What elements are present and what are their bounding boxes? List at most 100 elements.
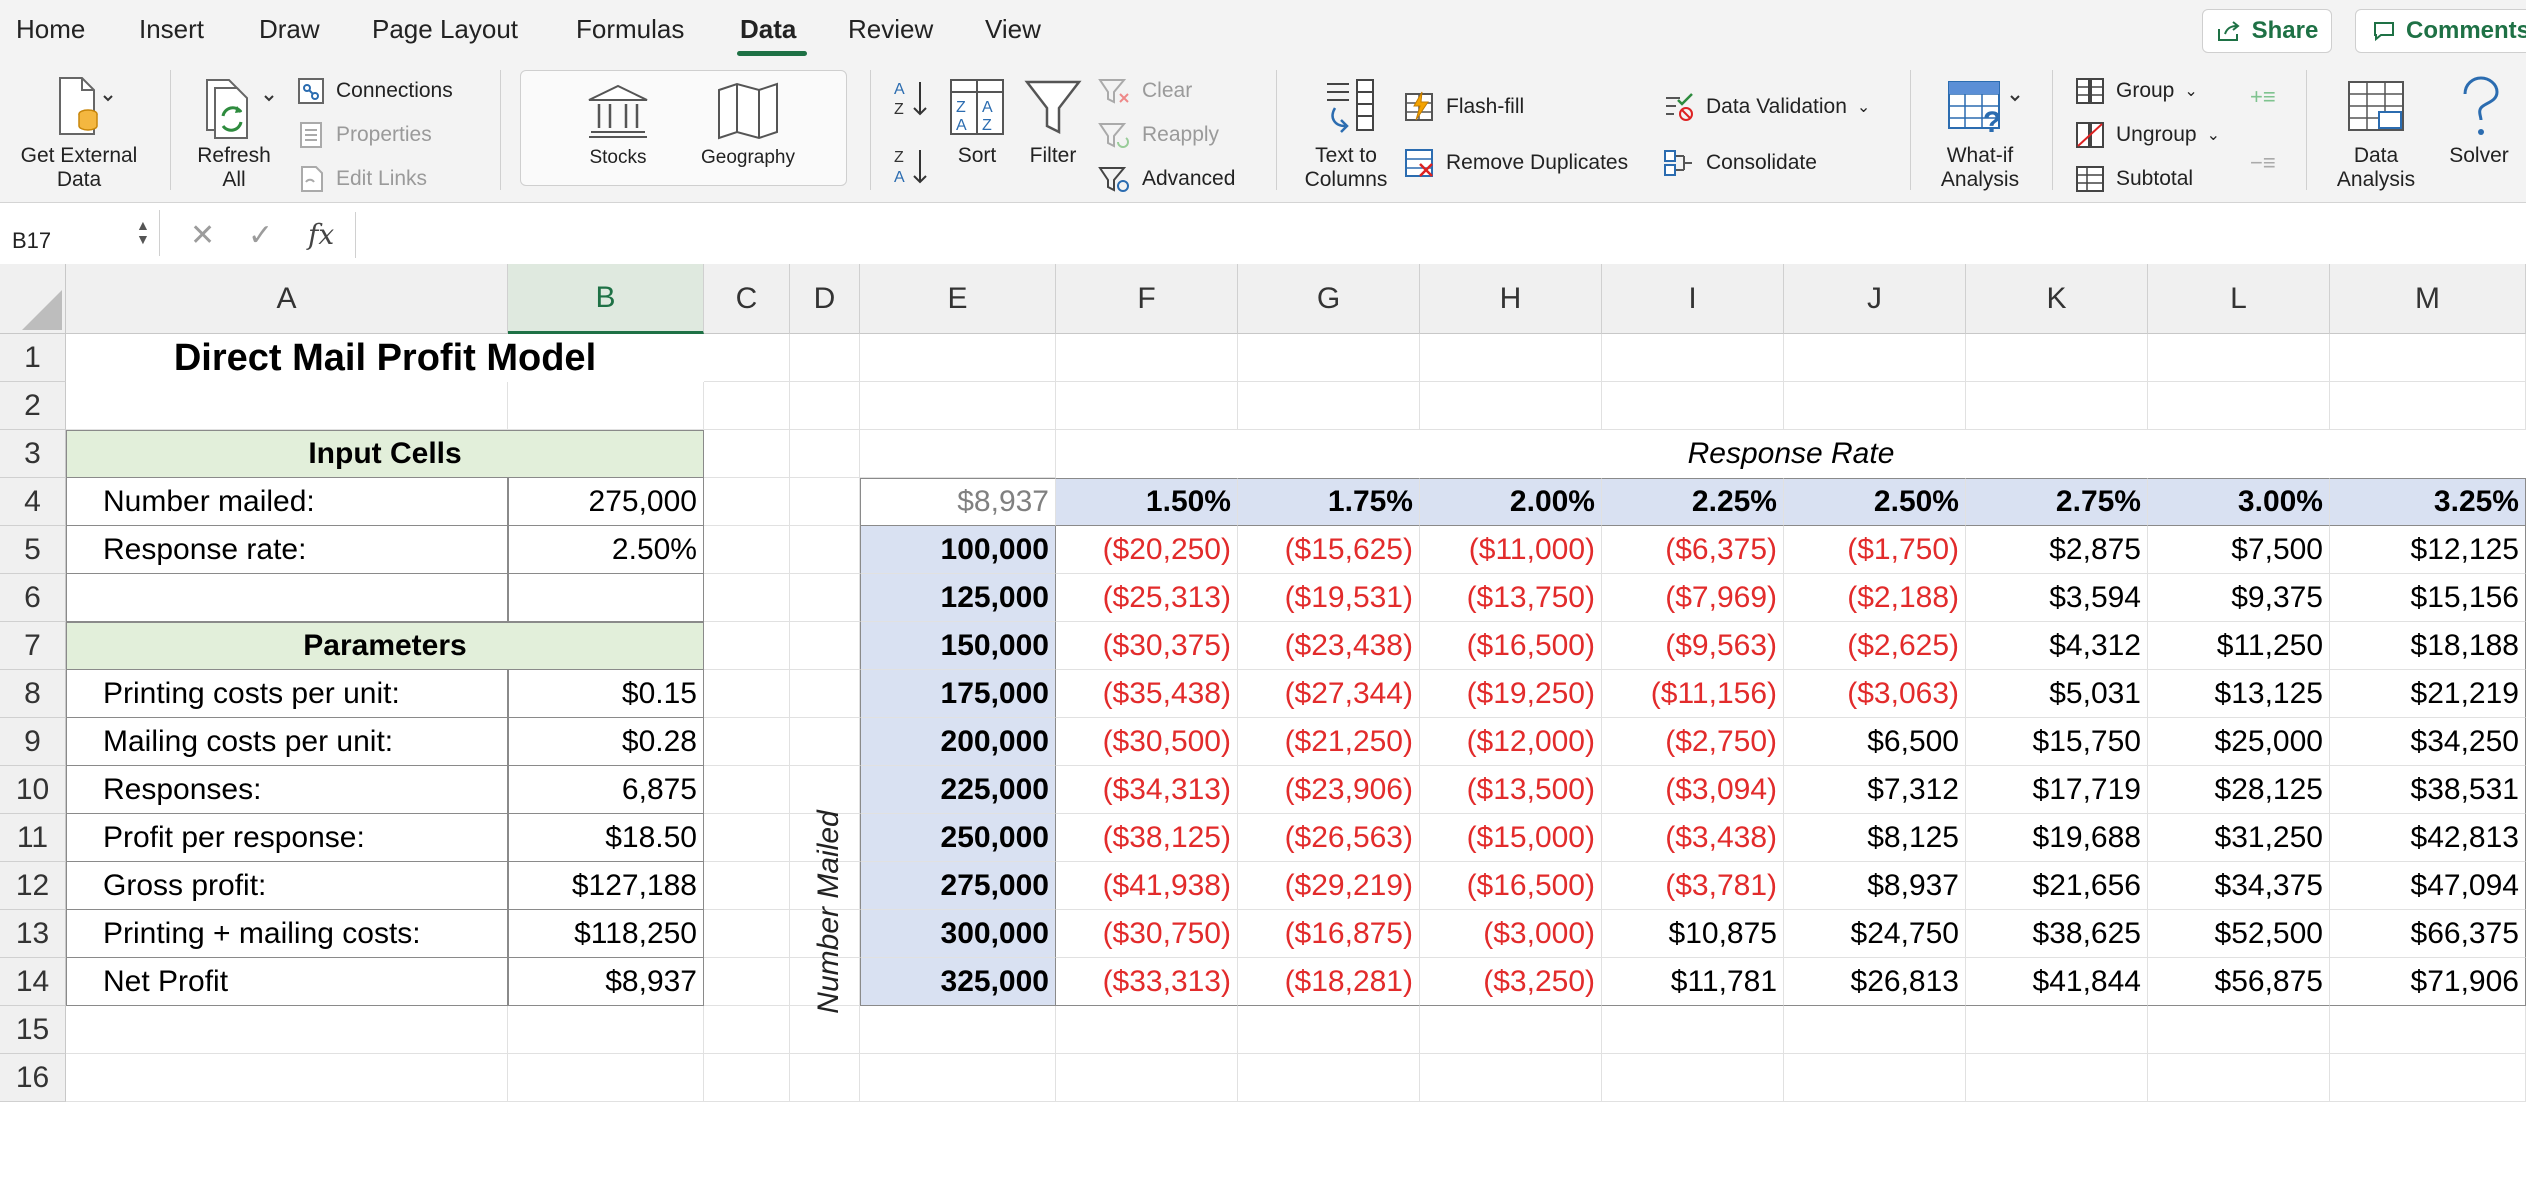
cell-e16[interactable] (860, 1054, 1056, 1102)
cell-e2[interactable] (860, 382, 1056, 430)
param-value[interactable]: 2.50% (508, 526, 704, 574)
cell-f15[interactable] (1056, 1006, 1238, 1054)
cell-c2[interactable] (704, 382, 790, 430)
cell-d4[interactable] (790, 478, 860, 526)
formula-input[interactable] (355, 212, 2510, 258)
cell-k15[interactable] (1966, 1006, 2148, 1054)
profit-cell[interactable]: ($35,438) (1056, 670, 1238, 718)
stocks-button[interactable]: Stocks (560, 80, 676, 170)
cell-j2[interactable] (1784, 382, 1966, 430)
group-button[interactable]: Group ⌄ (2074, 76, 2198, 106)
cell-d2[interactable] (790, 382, 860, 430)
profit-cell[interactable]: ($27,344) (1238, 670, 1420, 718)
consolidate-button[interactable]: Consolidate (1662, 146, 1817, 180)
cell-g2[interactable] (1238, 382, 1420, 430)
param-value[interactable]: $127,188 (508, 862, 704, 910)
profit-cell[interactable]: ($34,313) (1056, 766, 1238, 814)
cell-d10[interactable] (790, 766, 860, 814)
profit-cell[interactable]: $21,656 (1966, 862, 2148, 910)
rate-header[interactable]: 2.75% (1966, 478, 2148, 526)
profit-cell[interactable]: ($30,375) (1056, 622, 1238, 670)
profit-cell[interactable]: $41,844 (1966, 958, 2148, 1006)
profit-cell[interactable]: ($19,250) (1420, 670, 1602, 718)
profit-cell[interactable]: ($9,563) (1602, 622, 1784, 670)
cell-m1[interactable] (2330, 334, 2526, 382)
cell-e15[interactable] (860, 1006, 1056, 1054)
cell-f1[interactable] (1056, 334, 1238, 382)
row-header-10[interactable]: 10 (0, 766, 66, 814)
profit-cell[interactable]: ($7,969) (1602, 574, 1784, 622)
mailed-header[interactable]: 225,000 (860, 766, 1056, 814)
cell-i1[interactable] (1602, 334, 1784, 382)
cell-a2[interactable] (66, 382, 508, 430)
column-header-g[interactable]: G (1238, 264, 1420, 334)
mailed-header[interactable]: 100,000 (860, 526, 1056, 574)
profit-cell[interactable]: $28,125 (2148, 766, 2330, 814)
cell-d3[interactable] (790, 430, 860, 478)
cell-j16[interactable] (1784, 1054, 1966, 1102)
column-header-l[interactable]: L (2148, 264, 2330, 334)
response-rate-label[interactable]: Response Rate (1056, 430, 2526, 478)
profit-cell[interactable]: ($13,500) (1420, 766, 1602, 814)
param-label[interactable]: Mailing costs per unit: (66, 718, 508, 766)
tab-review[interactable]: Review (848, 14, 934, 44)
cell-d12[interactable] (790, 862, 860, 910)
profit-cell[interactable]: $38,531 (2330, 766, 2526, 814)
profit-cell[interactable]: ($3,063) (1784, 670, 1966, 718)
get-external-data-button[interactable]: Get External Data (10, 74, 148, 192)
column-header-k[interactable]: K (1966, 264, 2148, 334)
row-header-16[interactable]: 16 (0, 1054, 66, 1102)
tab-insert[interactable]: Insert (139, 14, 205, 44)
rate-header[interactable]: 3.00% (2148, 478, 2330, 526)
profit-cell[interactable]: ($3,438) (1602, 814, 1784, 862)
param-label[interactable]: Printing + mailing costs: (66, 910, 508, 958)
cell-b2[interactable] (508, 382, 704, 430)
profit-cell[interactable]: ($16,500) (1420, 862, 1602, 910)
cell-d6[interactable] (790, 574, 860, 622)
profit-cell[interactable]: $15,156 (2330, 574, 2526, 622)
profit-cell[interactable]: $52,500 (2148, 910, 2330, 958)
profit-cell[interactable]: ($33,313) (1056, 958, 1238, 1006)
show-detail-button[interactable]: +≡ (2250, 84, 2276, 110)
cell-l15[interactable] (2148, 1006, 2330, 1054)
comments-button[interactable]: Comments (2355, 9, 2526, 53)
profit-cell[interactable]: ($38,125) (1056, 814, 1238, 862)
profit-cell[interactable]: ($1,750) (1784, 526, 1966, 574)
name-box-stepper-icon[interactable]: ▲ ▼ (136, 217, 150, 247)
profit-cell[interactable]: ($26,563) (1238, 814, 1420, 862)
cell-c4[interactable] (704, 478, 790, 526)
model-title[interactable]: Direct Mail Profit Model (66, 334, 704, 382)
remove-duplicates-button[interactable]: Remove Duplicates (1402, 146, 1628, 180)
advanced-filter-button[interactable]: Advanced (1098, 164, 1235, 194)
row-header-14[interactable]: 14 (0, 958, 66, 1006)
cell-c7[interactable] (704, 622, 790, 670)
mailed-header[interactable]: 325,000 (860, 958, 1056, 1006)
cell-d9[interactable] (790, 718, 860, 766)
text-to-columns-button[interactable]: Text to Columns (1298, 74, 1394, 192)
mailed-header[interactable]: 300,000 (860, 910, 1056, 958)
edit-links-button[interactable]: Edit Links (296, 164, 427, 194)
column-header-a[interactable]: A (66, 264, 508, 334)
tab-data[interactable]: Data (740, 14, 797, 44)
what-if-analysis-button[interactable]: ? What-if Analysis (1924, 74, 2036, 192)
insert-function-icon[interactable]: fx (308, 218, 335, 251)
cell-c14[interactable] (704, 958, 790, 1006)
row-header-4[interactable]: 4 (0, 478, 66, 526)
param-label[interactable] (66, 574, 508, 622)
profit-cell[interactable]: ($2,625) (1784, 622, 1966, 670)
filter-button[interactable]: Filter (1018, 74, 1088, 168)
param-value[interactable] (508, 574, 704, 622)
cell-b16[interactable] (508, 1054, 704, 1102)
profit-cell[interactable]: ($20,250) (1056, 526, 1238, 574)
param-value[interactable]: $8,937 (508, 958, 704, 1006)
column-header-h[interactable]: H (1420, 264, 1602, 334)
param-value[interactable]: $0.28 (508, 718, 704, 766)
profit-cell[interactable]: ($6,375) (1602, 526, 1784, 574)
ungroup-button[interactable]: Ungroup ⌄ (2074, 120, 2220, 150)
profit-cell[interactable]: ($15,625) (1238, 526, 1420, 574)
param-label[interactable]: Number mailed: (66, 478, 508, 526)
cell-c13[interactable] (704, 910, 790, 958)
cell-h1[interactable] (1420, 334, 1602, 382)
tab-formulas[interactable]: Formulas (576, 14, 685, 44)
profit-cell[interactable]: $6,500 (1784, 718, 1966, 766)
